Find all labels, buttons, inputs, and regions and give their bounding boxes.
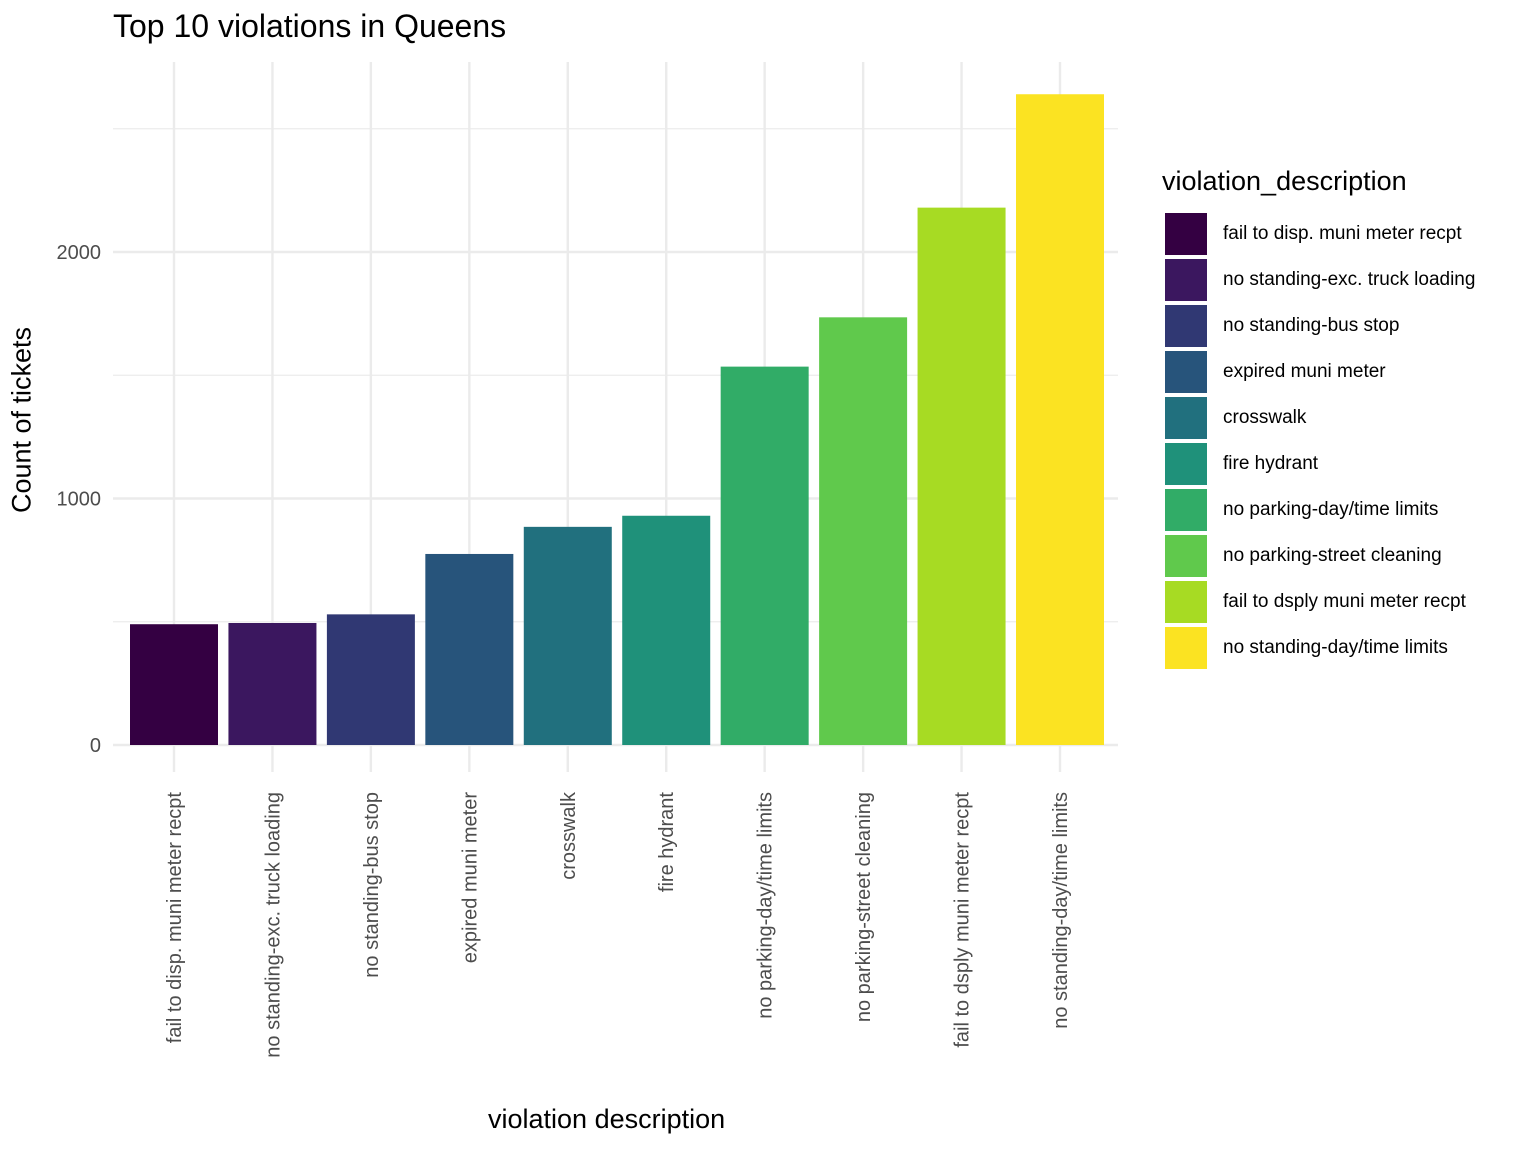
legend-swatch xyxy=(1165,397,1207,439)
legend-swatch xyxy=(1165,305,1207,347)
y-tick-label: 0 xyxy=(90,735,101,757)
y-axis-title: Count of tickets xyxy=(7,327,38,513)
legend-label: crosswalk xyxy=(1223,407,1306,429)
legend-item: fire hydrant xyxy=(1162,441,1522,487)
bar-10: no standing-day/time limits: 2640 xyxy=(1016,94,1104,745)
y-tick-label: 1000 xyxy=(57,489,102,511)
legend-label: fail to dsply muni meter recpt xyxy=(1223,591,1466,613)
legend-swatch xyxy=(1165,213,1207,255)
legend-item: no parking-day/time limits xyxy=(1162,487,1522,533)
legend-swatch xyxy=(1165,489,1207,531)
legend-item: crosswalk xyxy=(1162,395,1522,441)
x-tick-label: no standing-exc. truck loading xyxy=(262,792,284,1058)
x-tick-label: expired muni meter xyxy=(459,792,481,964)
legend: violation_description fail to disp. muni… xyxy=(1162,166,1522,671)
legend-swatch xyxy=(1165,259,1207,301)
bar-6: fire hydrant: 930 xyxy=(622,516,710,745)
legend-item: no standing-exc. truck loading xyxy=(1162,257,1522,303)
legend-label: no standing-day/time limits xyxy=(1223,637,1448,659)
legend-item: fail to dsply muni meter recpt xyxy=(1162,579,1522,625)
bar-3: no standing-bus stop: 530 xyxy=(327,614,415,745)
y-tick-label: 2000 xyxy=(57,242,102,264)
x-tick-label: fail to disp. muni meter recpt xyxy=(164,792,186,1044)
legend-item: expired muni meter xyxy=(1162,349,1522,395)
bar-8: no parking-street cleaning: 1735 xyxy=(819,317,907,745)
legend-label: no standing-bus stop xyxy=(1223,315,1399,337)
bar-1: fail to disp. muni meter recpt: 490 xyxy=(130,624,218,745)
legend-swatch xyxy=(1165,443,1207,485)
bar-4: expired muni meter: 775 xyxy=(425,554,513,745)
x-tick-label: fire hydrant xyxy=(656,792,678,892)
legend-label: no standing-exc. truck loading xyxy=(1223,269,1475,291)
legend-item: no parking-street cleaning xyxy=(1162,533,1522,579)
x-tick-label: no parking-street cleaning xyxy=(853,792,875,1022)
legend-items: fail to disp. muni meter recpt no standin… xyxy=(1162,211,1522,671)
legend-item: no standing-bus stop xyxy=(1162,303,1522,349)
bar-7: no parking-day/time limits: 1535 xyxy=(721,367,809,745)
legend-label: expired muni meter xyxy=(1223,361,1386,383)
legend-swatch xyxy=(1165,581,1207,623)
legend-item: fail to disp. muni meter recpt xyxy=(1162,211,1522,257)
x-tick-label: no standing-day/time limits xyxy=(1050,792,1072,1029)
bar-9: fail to dsply muni meter recpt: 2180 xyxy=(918,208,1006,745)
legend-label: no parking-street cleaning xyxy=(1223,545,1442,567)
x-axis-title: violation description xyxy=(488,1104,725,1135)
legend-swatch xyxy=(1165,351,1207,393)
x-tick-label: crosswalk xyxy=(558,791,580,880)
legend-swatch xyxy=(1165,627,1207,669)
legend-swatch xyxy=(1165,535,1207,577)
x-tick-label: fail to dsply muni meter recpt xyxy=(952,792,974,1048)
legend-label: no parking-day/time limits xyxy=(1223,499,1438,521)
bar-2: no standing-exc. truck loading: 495 xyxy=(228,623,316,745)
bar-5: crosswalk: 885 xyxy=(524,527,612,745)
legend-label: fail to disp. muni meter recpt xyxy=(1223,223,1462,245)
x-tick-label: no parking-day/time limits xyxy=(755,792,777,1019)
x-tick-label: no standing-bus stop xyxy=(361,792,383,978)
legend-title: violation_description xyxy=(1162,166,1522,197)
bar-layer: fail to disp. muni meter recpt: 490no st… xyxy=(130,94,1104,745)
legend-label: fire hydrant xyxy=(1223,453,1318,475)
legend-item: no standing-day/time limits xyxy=(1162,625,1522,671)
